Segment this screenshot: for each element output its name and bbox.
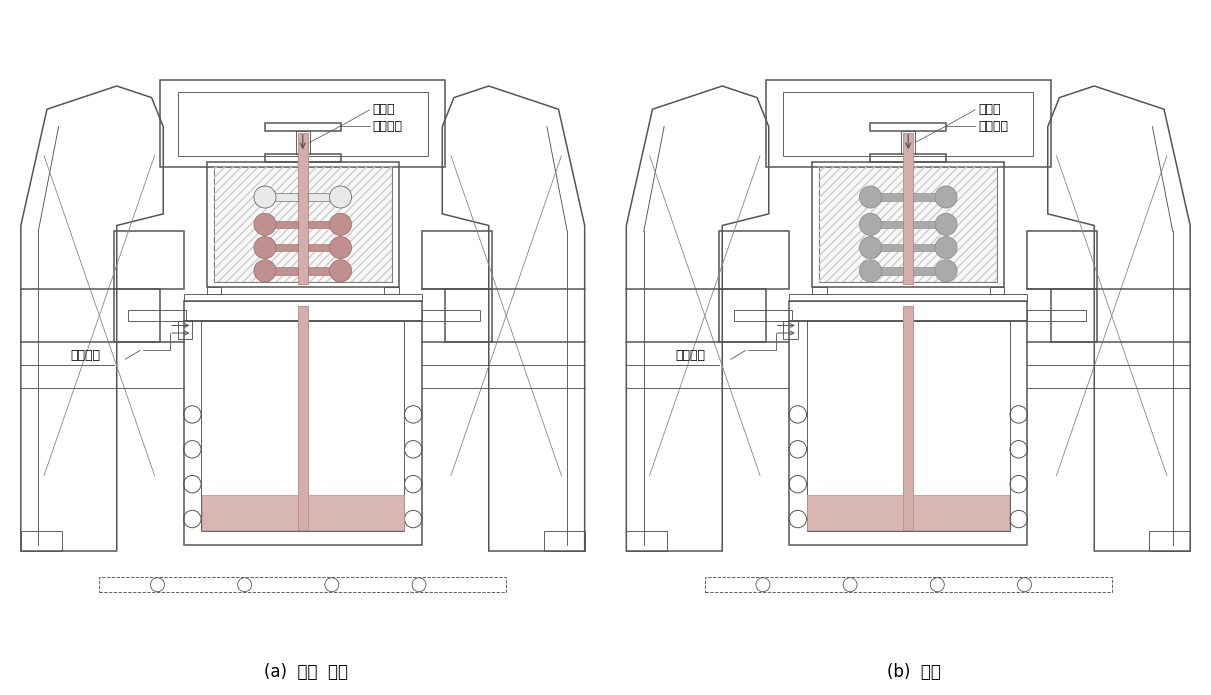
Bar [719,289,765,342]
Bar [308,267,340,275]
Bar [913,267,946,275]
Bar [214,167,391,282]
Bar [871,122,946,131]
Bar [178,321,193,339]
Bar [544,531,585,551]
Circle shape [935,236,957,259]
Bar [901,131,916,154]
Bar [871,154,946,162]
Bar [99,577,506,591]
Bar [1051,289,1097,342]
Circle shape [329,236,351,259]
Bar [128,310,186,321]
Bar [21,531,62,551]
Bar [308,220,340,228]
Text: (b)  응고: (b) 응고 [888,663,941,681]
Bar [298,133,308,284]
Bar [790,294,1027,301]
Circle shape [860,186,882,208]
Circle shape [935,213,957,236]
Bar [871,244,903,252]
Bar [1027,310,1085,321]
Bar [626,531,667,551]
Bar [820,167,997,282]
Bar [295,131,310,154]
Bar [913,244,946,252]
Bar [820,167,997,282]
Circle shape [254,236,276,259]
Bar [184,301,421,321]
Bar [308,193,340,201]
Bar [446,289,492,342]
Bar [1149,531,1190,551]
Bar [903,133,913,284]
Circle shape [254,186,276,208]
Circle shape [329,213,351,236]
Bar [265,193,298,201]
Circle shape [329,260,351,282]
Circle shape [860,236,882,259]
Text: 卡紧铸型: 卡紧铸型 [373,120,402,133]
Bar [178,92,427,156]
Text: 惰性气体: 惰性气体 [70,349,101,362]
Bar [421,231,492,289]
Bar [114,231,184,289]
Circle shape [935,186,957,208]
Circle shape [254,213,276,236]
Bar [265,122,340,131]
Bar [421,310,480,321]
Bar [790,301,1027,321]
Bar [1027,231,1097,289]
Bar [813,287,827,294]
Bar [184,321,421,545]
Bar [308,244,340,252]
Bar [913,193,946,201]
Bar [765,80,1051,167]
Bar [265,154,340,162]
Bar [784,92,1033,156]
Circle shape [935,260,957,282]
Circle shape [860,213,882,236]
Bar [807,496,1010,530]
Bar [265,244,298,252]
Bar [207,287,222,294]
Bar [214,167,391,282]
Bar [298,306,308,530]
Bar [790,321,1027,545]
Bar [871,220,903,228]
Bar [734,310,792,321]
Text: 惰性气体: 惰性气体 [676,349,706,362]
Circle shape [254,260,276,282]
Bar [384,287,398,294]
Bar [913,220,946,228]
Bar [160,80,446,167]
Bar [784,321,798,339]
Bar [265,267,298,275]
Bar [813,162,1004,287]
Text: 液压杆: 液压杆 [978,104,1000,116]
Bar [807,321,1010,531]
Bar [705,577,1112,591]
Bar [871,267,903,275]
Bar [114,289,160,342]
Circle shape [329,186,351,208]
Bar [989,287,1004,294]
Bar [265,220,298,228]
Text: 液压杆: 液压杆 [373,104,395,116]
Text: (a)  용탕  충전: (a) 용탕 충전 [264,663,349,681]
Bar [184,294,421,301]
Circle shape [860,260,882,282]
Bar [201,496,404,530]
Bar [719,231,790,289]
Bar [871,193,903,201]
Text: 卡紧铸型: 卡紧铸型 [978,120,1008,133]
Bar [201,321,404,531]
Bar [207,162,398,287]
Bar [903,306,913,530]
